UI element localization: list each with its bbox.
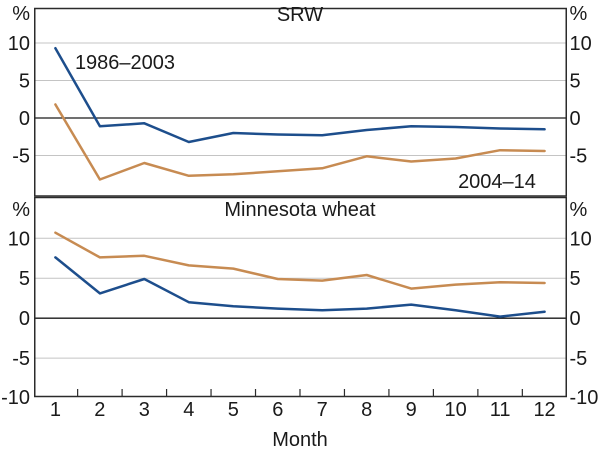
y-tick-label-right: 0: [570, 108, 581, 130]
x-tick-label: 12: [533, 399, 555, 421]
panel-title: Minnesota wheat: [224, 199, 376, 221]
y-tick-label-right: 5: [570, 268, 581, 290]
y-tick-label-left: 5: [19, 71, 30, 93]
y-tick-label-right: 10: [570, 33, 592, 55]
series-label-1986-2003: 1986–2003: [75, 52, 175, 74]
x-tick-label: 5: [228, 399, 239, 421]
x-tick-label: 2: [94, 399, 105, 421]
panel-title: SRW: [277, 4, 323, 26]
percent-unit-label-right: %: [570, 199, 588, 221]
y-tick-label-left: -5: [12, 146, 30, 168]
y-tick-label-right: -5: [570, 348, 588, 370]
series-line-2004-14: [54, 103, 546, 181]
y-tick-label-left: 10: [8, 228, 30, 250]
y-tick-label-right: -5: [570, 146, 588, 168]
panel-border: [34, 7, 567, 197]
x-tick-label: 11: [490, 399, 511, 421]
x-tick-label: 8: [361, 399, 372, 421]
panel-minnesota-wheat: 10 10 5 5 0 0 -5 -5 -10 -10% % Minnesota wheat: [1, 196, 599, 409]
series-label-2004-14: 2004–14: [458, 171, 536, 193]
percent-unit-label-right: %: [570, 3, 588, 25]
x-axis-title: Month: [272, 429, 328, 451]
x-tick-label: 6: [272, 399, 283, 421]
y-tick-label-left: 5: [19, 268, 30, 290]
panel-srw: 10 10 5 5 0 0 -5 -5% % 1986–2003 2004–14 SRW: [8, 3, 592, 197]
y-tick-label-right: 5: [570, 71, 581, 93]
y-tick-label-left: 10: [8, 33, 30, 55]
y-tick-label-right: 10: [570, 228, 592, 250]
x-tick-label: 4: [183, 399, 194, 421]
series-line-2004-14: [54, 231, 546, 290]
y-tick-label-left: 0: [19, 108, 30, 130]
x-tick-label: 7: [317, 399, 328, 421]
y-tick-label-left: -10: [1, 387, 30, 409]
y-tick-label-right: 0: [570, 308, 581, 330]
x-tick-label: 3: [139, 399, 150, 421]
x-tick-label: 9: [406, 399, 417, 421]
y-tick-label-right: -10: [570, 387, 599, 409]
x-tick-label: 1: [50, 399, 61, 421]
y-tick-label-left: 0: [19, 308, 30, 330]
series-line-1986-2003: [54, 256, 546, 318]
percent-unit-label-left: %: [12, 3, 30, 25]
series-line-1986-2003: [54, 46, 546, 144]
x-tick-label: 10: [445, 399, 467, 421]
y-tick-label-left: -5: [12, 348, 30, 370]
percent-unit-label-left: %: [12, 199, 30, 221]
